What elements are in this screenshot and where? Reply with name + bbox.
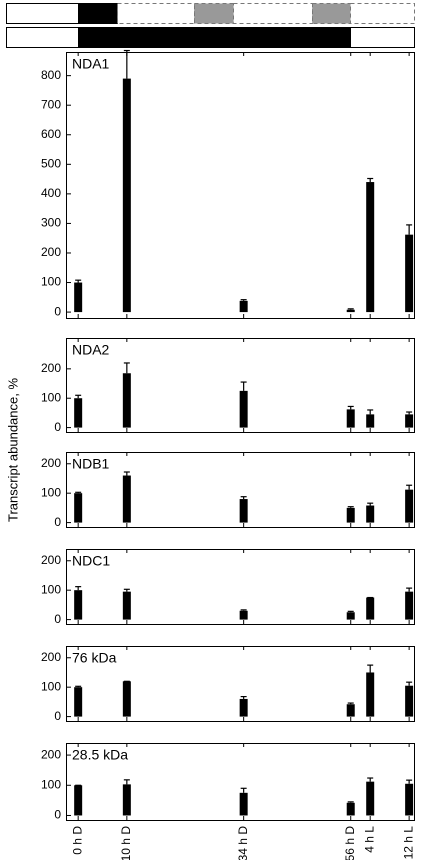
y-tick-label: 0 — [54, 420, 61, 434]
subjective-light — [350, 3, 415, 24]
subjective-dark — [194, 3, 234, 24]
x-tick-label: 12 h L — [401, 826, 415, 860]
light-period — [6, 3, 79, 24]
plot-frame — [66, 52, 415, 319]
x-tick-label: 56 h D — [343, 826, 357, 860]
bar — [122, 591, 131, 620]
bar — [74, 398, 83, 428]
y-tick-label: 200 — [41, 245, 61, 259]
bar — [366, 182, 375, 313]
panel-label: NDA2 — [72, 342, 110, 358]
plot-frame — [66, 646, 415, 722]
bar — [346, 507, 355, 523]
plot-frame — [66, 743, 415, 821]
x-tick-label: 34 h D — [236, 826, 250, 860]
light-period — [6, 27, 79, 48]
y-tick-label: 100 — [41, 390, 61, 404]
y-tick-label: 200 — [41, 747, 61, 761]
bar — [366, 505, 375, 523]
y-tick-label: 400 — [41, 186, 61, 200]
y-tick-label: 200 — [41, 650, 61, 664]
bar — [405, 414, 414, 428]
y-tick-label: 0 — [54, 515, 61, 529]
bar — [405, 685, 414, 717]
y-tick-label: 200 — [41, 361, 61, 375]
subjective-dark — [312, 3, 351, 24]
panel-label: 76 kDa — [72, 650, 117, 666]
y-tick-label: 800 — [41, 68, 61, 82]
light-period — [350, 27, 415, 48]
bar — [74, 282, 83, 313]
bar — [239, 610, 248, 620]
x-tick-label: 0 h D — [70, 826, 84, 855]
subjective-light — [117, 3, 195, 24]
bar — [74, 590, 83, 620]
y-tick-label: 100 — [41, 485, 61, 499]
bar — [122, 784, 131, 816]
bar — [122, 681, 131, 717]
bar — [405, 783, 414, 816]
panel-label: NDA1 — [72, 56, 110, 72]
bar — [74, 687, 83, 717]
y-tick-label: 100 — [41, 679, 61, 693]
light-dark-bars — [6, 3, 415, 48]
bar — [239, 300, 248, 313]
y-tick-label: 0 — [54, 709, 61, 723]
y-tick-label: 0 — [54, 304, 61, 318]
bar — [366, 597, 375, 620]
subjective-light — [233, 3, 313, 24]
bar — [366, 672, 375, 717]
y-tick-label: 100 — [41, 582, 61, 596]
bar — [366, 414, 375, 428]
bar — [122, 78, 131, 313]
bar — [346, 802, 355, 816]
panel-label: 28.5 kDa — [72, 747, 128, 763]
bar — [239, 499, 248, 523]
y-tick-label: 500 — [41, 156, 61, 170]
plot-frame — [66, 452, 415, 528]
panel-label: NDC1 — [72, 553, 110, 569]
y-tick-label: 0 — [54, 808, 61, 822]
bar — [346, 309, 355, 313]
y-tick-label: 0 — [54, 612, 61, 626]
bar — [239, 792, 248, 816]
bar — [405, 489, 414, 523]
y-axis-label: Transcript abundance, % — [5, 378, 20, 522]
bar — [405, 591, 414, 620]
y-tick-label: 100 — [41, 275, 61, 289]
x-tick-label: 10 h D — [119, 826, 133, 860]
y-tick-label: 700 — [41, 97, 61, 111]
bar — [405, 234, 414, 313]
bar — [239, 698, 248, 717]
bar — [346, 704, 355, 717]
bar — [346, 409, 355, 428]
bar — [74, 493, 83, 523]
dark-period — [78, 3, 118, 24]
plot-frame — [66, 549, 415, 625]
y-tick-label: 200 — [41, 456, 61, 470]
bar — [239, 390, 248, 428]
dark-period — [78, 27, 351, 48]
plot-frame — [66, 338, 415, 433]
y-tick-label: 600 — [41, 127, 61, 141]
y-tick-label: 100 — [41, 777, 61, 791]
bar — [74, 785, 83, 816]
bar — [122, 373, 131, 428]
panel-label: NDB1 — [72, 456, 110, 472]
bar — [346, 612, 355, 620]
x-tick-label: 4 h L — [362, 826, 376, 853]
y-tick-label: 300 — [41, 216, 61, 230]
bar — [122, 475, 131, 523]
bar — [366, 781, 375, 816]
y-tick-label: 200 — [41, 553, 61, 567]
